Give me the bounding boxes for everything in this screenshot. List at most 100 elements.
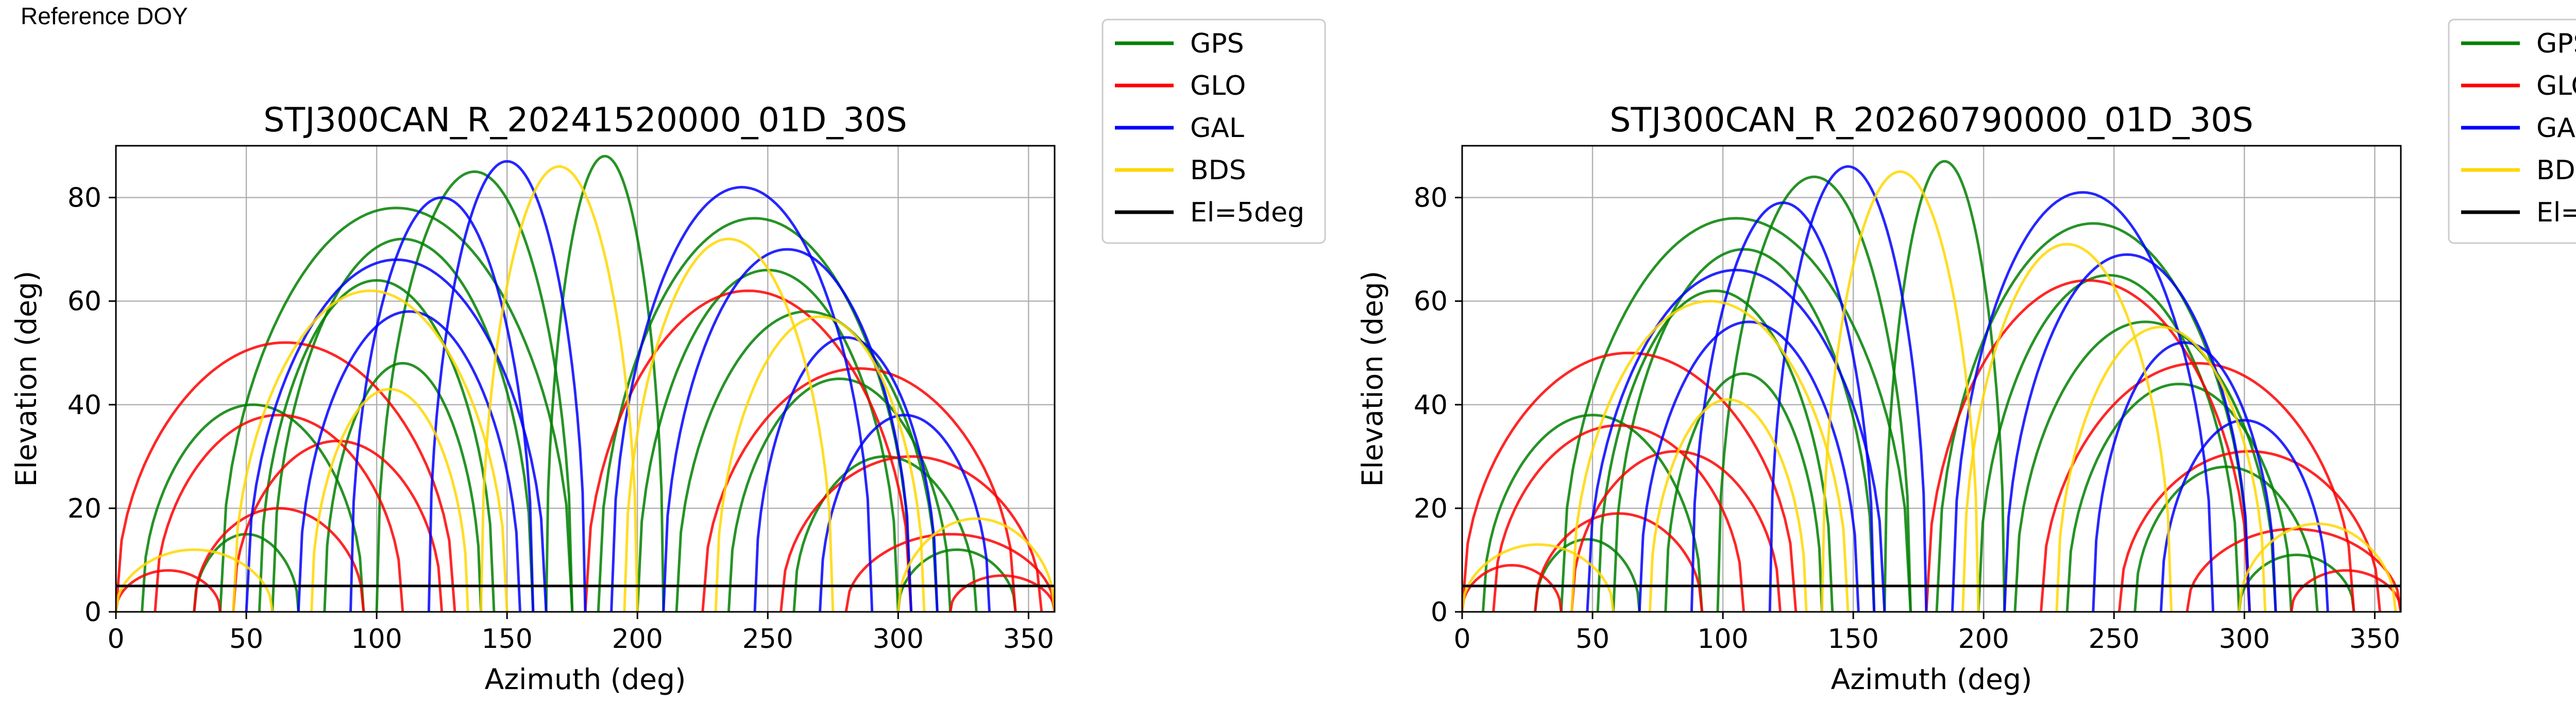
chart-2: 0 50 100 150 200 250 300 350 0 20 40 60 80 STJ300CAN_… xyxy=(1356,19,2576,696)
legend-label: GLO xyxy=(1190,71,1246,101)
series-gal-arc xyxy=(297,310,521,612)
x-tick-label: 350 xyxy=(1003,624,1054,655)
y-tick-label: 60 xyxy=(67,286,101,317)
axes-frame xyxy=(115,145,1056,613)
legend-label: GAL xyxy=(2536,113,2576,144)
series-glo-arc xyxy=(1492,424,1745,612)
series-bds-arc xyxy=(1820,170,1980,612)
series-glo-arc xyxy=(2040,362,2355,612)
legend-label: BDS xyxy=(2536,155,2576,186)
series-bds-arc xyxy=(2055,325,2267,612)
x-axis-label: Azimuth (deg) xyxy=(1831,663,2032,696)
x-tick-label: 250 xyxy=(2089,624,2140,655)
series-gal-arc xyxy=(753,336,939,612)
series-glo-arc xyxy=(116,569,222,612)
series-gps-arc xyxy=(896,548,1017,612)
legend: GPS GLO GAL BDS El=5deg xyxy=(1101,19,1326,244)
x-tick-label: 0 xyxy=(1453,624,1470,655)
series-glo-arc xyxy=(1462,351,1798,612)
x-tick-label: 0 xyxy=(107,624,124,655)
y-tick-label: 80 xyxy=(67,183,101,214)
plot-area xyxy=(116,146,1055,612)
y-tick-label: 20 xyxy=(67,493,101,524)
x-tick-label: 250 xyxy=(742,624,793,655)
series-bds-arc xyxy=(232,289,509,612)
series-bds-arc xyxy=(116,548,274,612)
series-glo-arc xyxy=(1462,563,1563,612)
legend-label: El=5deg xyxy=(1190,197,1304,228)
series-bds-arc xyxy=(714,315,926,612)
series-glo-arc xyxy=(1570,450,1782,612)
series-bds-arc xyxy=(1462,543,1615,612)
y-axis-label: Elevation (deg) xyxy=(1356,271,1389,487)
chart-1: 0 50 100 150 200 250 300 350 0 20 40 60 80 STJ300CAN_… xyxy=(10,19,1326,696)
x-axis-label: Azimuth (deg) xyxy=(485,663,686,696)
x-tick-label: 300 xyxy=(2219,624,2270,655)
series-glo-arc xyxy=(584,289,913,612)
series-gps-arc xyxy=(218,207,574,612)
legend-label: GAL xyxy=(1190,113,1244,144)
series-gps-arc xyxy=(1612,248,1876,612)
series-gps-arc xyxy=(545,155,665,612)
series-gal-arc xyxy=(1768,165,1928,612)
series-gps-arc xyxy=(1883,160,2006,612)
series-bds-arc xyxy=(1570,300,1850,612)
axes-frame xyxy=(1461,145,2402,613)
legend-box xyxy=(2448,19,2576,244)
series-gps-arc xyxy=(2013,320,2277,612)
series-glo-arc xyxy=(193,507,365,612)
series-glo-arc xyxy=(116,341,456,612)
series-gal-arc xyxy=(427,160,587,612)
x-tick-label: 200 xyxy=(612,624,663,655)
chart-title: STJ300CAN_R_20260790000_01D_30S xyxy=(1609,101,2253,140)
series-gps-arc xyxy=(727,377,952,612)
x-tick-label: 200 xyxy=(1958,624,2009,655)
series-gal-arc xyxy=(2092,341,2277,612)
x-tick-label: 100 xyxy=(351,624,402,655)
legend: GPS GLO GAL BDS El=5deg xyxy=(2448,19,2576,244)
y-tick-label: 40 xyxy=(67,390,101,421)
series-group xyxy=(1462,160,2401,612)
series-gps-arc xyxy=(1596,289,1834,612)
series-gps-arc xyxy=(1560,217,1912,612)
series-gps-arc xyxy=(375,170,574,612)
series-bds-arc xyxy=(1648,398,1808,612)
series-bds-arc xyxy=(480,165,639,612)
series-gps-arc xyxy=(323,362,483,612)
series-gal-arc xyxy=(1951,191,2215,612)
series-glo-arc xyxy=(2117,450,2381,612)
series-gps-arc xyxy=(141,403,365,612)
series-bds-arc xyxy=(896,517,1055,612)
series-bds-arc xyxy=(1961,243,2173,612)
legend-label: GPS xyxy=(2536,28,2576,59)
x-tick-label: 150 xyxy=(482,624,533,655)
series-glo-arc xyxy=(779,455,1043,612)
series-glo-arc xyxy=(232,439,444,612)
series-glo-arc xyxy=(2290,569,2401,612)
x-tick-label: 50 xyxy=(229,624,263,655)
series-bds-arc xyxy=(2238,522,2397,612)
page-header-text: Reference DOY xyxy=(21,3,188,29)
series-gal-arc xyxy=(2159,419,2329,612)
series-gal-arc xyxy=(1586,268,1886,612)
y-tick-label: 40 xyxy=(1414,390,1448,421)
y-axis-label: Elevation (deg) xyxy=(10,271,43,487)
series-gal-arc xyxy=(610,185,874,612)
legend-label: BDS xyxy=(1190,155,1246,186)
x-tick-label: 350 xyxy=(2349,624,2400,655)
series-gal-arc xyxy=(819,414,991,612)
series-glo-arc xyxy=(701,367,1017,612)
x-tick-label: 100 xyxy=(1697,624,1748,655)
chart-title: STJ300CAN_R_20241520000_01D_30S xyxy=(263,101,907,140)
series-glo-arc xyxy=(1925,279,2251,612)
series-gps-arc xyxy=(258,279,496,612)
y-tick-label: 0 xyxy=(84,597,101,628)
y-tick-label: 60 xyxy=(1414,286,1448,317)
series-gal-arc xyxy=(2003,253,2251,612)
legend-label: GLO xyxy=(2536,71,2576,101)
x-tick-label: 50 xyxy=(1575,624,1609,655)
series-gps-arc xyxy=(675,310,939,612)
y-tick-label: 20 xyxy=(1414,493,1448,524)
x-tick-label: 300 xyxy=(873,624,924,655)
